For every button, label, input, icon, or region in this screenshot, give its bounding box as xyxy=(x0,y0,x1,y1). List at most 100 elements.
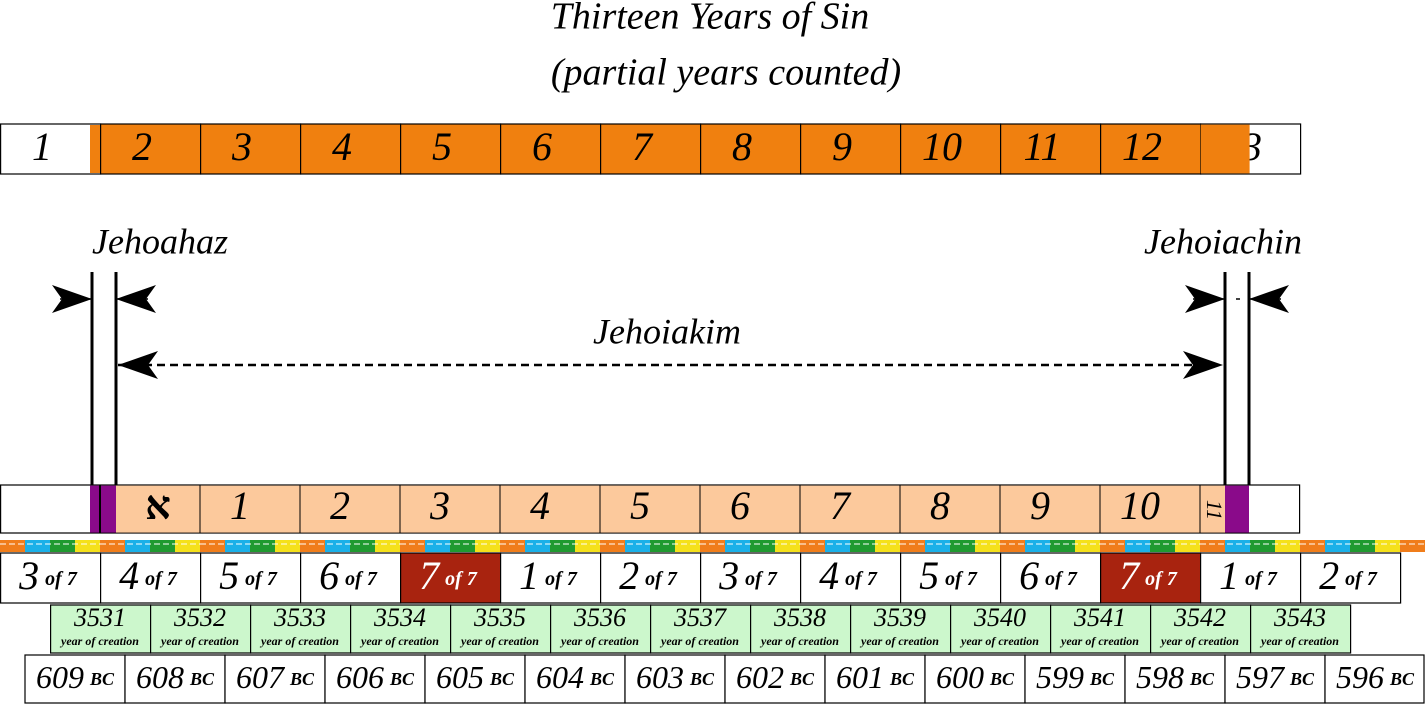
partial-strip xyxy=(1200,124,1250,174)
creation-year: 3533 xyxy=(273,603,326,632)
year-cell xyxy=(1099,123,1202,175)
bc-era: BC xyxy=(1289,669,1315,689)
sabbatical-label: 7 of 7 xyxy=(419,553,478,598)
sabbatical-suffix: of 7 xyxy=(245,568,278,590)
king-label: Jehoiachin xyxy=(1144,221,1302,261)
sabbatical-suffix: of 7 xyxy=(1145,568,1178,590)
creation-note: year of creation xyxy=(259,634,339,648)
sabbatical-number: 4 xyxy=(819,553,839,598)
year-label: 3 xyxy=(231,124,252,169)
bc-label: 607 BC xyxy=(236,659,315,695)
reign-markers xyxy=(90,272,1251,485)
sabbatical-suffix: of 7 xyxy=(1345,568,1378,590)
sabbatical-suffix: of 7 xyxy=(45,568,78,590)
creation-note: year of creation xyxy=(459,634,539,648)
sabbatical-suffix: of 7 xyxy=(1245,568,1278,590)
sabbatical-label: 3 of 7 xyxy=(718,553,778,598)
creation-note: year of creation xyxy=(959,634,1039,648)
reign-label: 11 xyxy=(1202,500,1227,520)
bc-cell xyxy=(724,654,826,704)
sabbatical-number: 1 xyxy=(1219,553,1239,598)
sabbatical-number: 3 xyxy=(18,553,39,598)
accession xyxy=(90,485,116,533)
year-label: 7 xyxy=(632,124,654,169)
reign-label: א xyxy=(145,483,171,528)
bc-year: 607 xyxy=(236,659,286,695)
sabbatical-label: 4 of 7 xyxy=(819,553,878,598)
sabbatical-number: 7 xyxy=(1119,553,1141,598)
bc-era: BC xyxy=(1189,669,1215,689)
year-cell xyxy=(599,123,702,175)
sabbatical-cell xyxy=(99,552,202,604)
bc-year: 601 xyxy=(836,659,884,695)
creation-year: 3541 xyxy=(1073,603,1126,632)
bc-year: 599 xyxy=(1036,659,1084,695)
sabbatical-number: 1 xyxy=(519,553,539,598)
creation-year: 3539 xyxy=(873,603,926,632)
bc-cell xyxy=(1124,654,1226,704)
bc-era: BC xyxy=(989,669,1015,689)
sabbatical-suffix: of 7 xyxy=(745,568,778,590)
creation-cell xyxy=(849,604,952,654)
creation-cell xyxy=(1049,604,1152,654)
sabbatical-suffix: of 7 xyxy=(445,568,478,590)
bc-year: 602 xyxy=(736,659,784,695)
bc-year: 609 xyxy=(36,659,84,695)
creation-note: year of creation xyxy=(559,634,639,648)
arrows xyxy=(52,285,1289,379)
bc-era: BC xyxy=(289,669,315,689)
bc-cell xyxy=(1324,654,1425,704)
creation-cell xyxy=(350,604,452,654)
sabbatical-cell xyxy=(200,552,302,604)
bc-year: 600 xyxy=(936,659,984,695)
creation-cell xyxy=(1149,604,1252,654)
year-cell xyxy=(899,123,1002,175)
sabbatical-suffix: of 7 xyxy=(845,568,878,590)
bc-label: 601 BC xyxy=(836,659,915,695)
year-label: 5 xyxy=(432,124,452,169)
sabbatical-cell xyxy=(699,552,802,604)
reign-label: 6 xyxy=(730,483,750,528)
bc-year: 596 xyxy=(1336,659,1384,695)
creation-year: 3543 xyxy=(1273,603,1326,632)
year-label: 11 xyxy=(1023,124,1060,169)
creation-year: 3532 xyxy=(173,603,226,632)
reign-label: 8 xyxy=(930,483,950,528)
bc-label: 602 BC xyxy=(736,659,815,695)
sabbatical-label: 5 of 7 xyxy=(919,553,978,598)
sabbatical-suffix: of 7 xyxy=(1045,568,1078,590)
sabbatical-label: 7 of 7 xyxy=(1119,553,1178,598)
year-label: 4 xyxy=(332,124,352,169)
sabbatical-cell xyxy=(1299,552,1402,604)
year-label: 9 xyxy=(832,124,852,169)
bc-year: 606 xyxy=(336,659,384,695)
title: Thirteen Years of Sin xyxy=(551,0,869,38)
bc-era: BC xyxy=(489,669,515,689)
reign-label: 10 xyxy=(1120,483,1160,528)
creation-note: year of creation xyxy=(159,634,239,648)
creation-year: 3538 xyxy=(773,603,826,632)
accession xyxy=(1225,485,1249,533)
sabbatical-cell xyxy=(799,552,902,604)
year-cell xyxy=(200,123,302,175)
bc-cell xyxy=(24,654,126,704)
bc-year: 608 xyxy=(136,659,184,695)
sabbatical-label: 2 of 7 xyxy=(619,553,678,598)
creation-cell xyxy=(1249,604,1352,654)
sabbatical-number: 2 xyxy=(619,553,639,598)
sabbatical-number: 5 xyxy=(219,553,239,598)
creation-cell xyxy=(949,604,1052,654)
creation-cell xyxy=(49,604,152,654)
reign-label: 7 xyxy=(830,483,852,528)
sabbatical-suffix: of 7 xyxy=(645,568,678,590)
year-label: 8 xyxy=(732,124,752,169)
sabbatical-label: 1 of 7 xyxy=(519,553,578,598)
creation-note: year of creation xyxy=(859,634,939,648)
sabbatical-cell xyxy=(1199,552,1302,604)
sabbatical-label: 1 of 7 xyxy=(1219,553,1278,598)
creation-note: year of creation xyxy=(1159,634,1239,648)
sabbatical-number: 6 xyxy=(319,553,339,598)
sabbatical-label: 4 of 7 xyxy=(119,553,178,598)
creation-row: 3531 year of creation 3532 year of creation… xyxy=(49,603,1352,654)
